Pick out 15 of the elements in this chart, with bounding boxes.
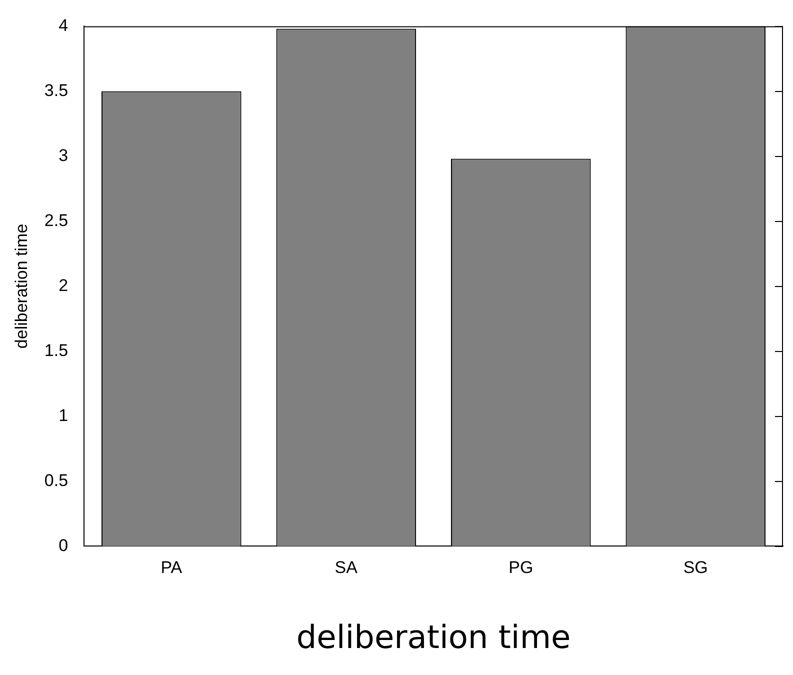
x-tick-label: PA: [160, 558, 183, 578]
y-tick-label: 3: [58, 146, 68, 165]
y-tick-label: 0: [58, 536, 68, 555]
y-axis-title: deliberation time: [12, 224, 31, 349]
y-tick-label: 2: [58, 276, 68, 295]
x-tick-label: SA: [334, 558, 358, 578]
y-tick-label: 4: [58, 16, 68, 35]
x-axis-title: deliberation time: [296, 618, 571, 656]
x-tick-label: PG: [508, 558, 534, 578]
y-tick-label: 2.5: [44, 210, 68, 230]
y-tick-label: 1.5: [44, 340, 68, 360]
x-tick-label: SG: [683, 558, 708, 578]
y-tick-label: 0.5: [44, 470, 68, 490]
y-tick-label: 1: [58, 406, 68, 425]
y-tick-label: 3.5: [44, 80, 68, 100]
